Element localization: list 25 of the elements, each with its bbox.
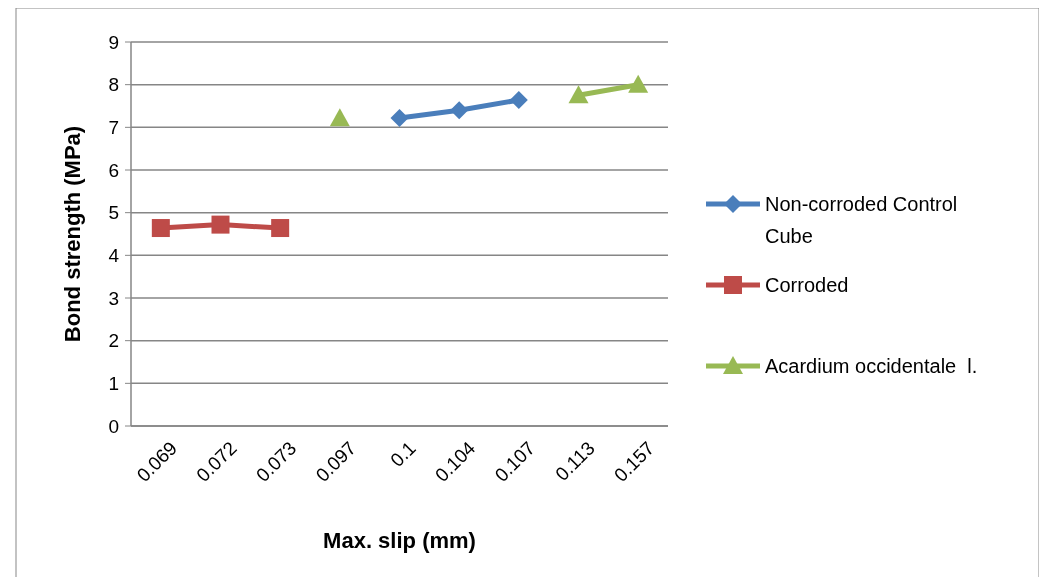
legend-label: Corroded (765, 274, 849, 296)
y-tick-label: 8 (108, 74, 119, 96)
point (568, 85, 589, 104)
y-tick-label: 3 (108, 287, 119, 309)
point (151, 219, 170, 238)
x-tick-label: 0.1 (386, 437, 420, 471)
y-tick-label: 6 (108, 159, 119, 181)
y-tick-label: 0 (108, 415, 119, 437)
y-tick-label: 5 (108, 202, 119, 224)
point (329, 108, 350, 127)
point (509, 91, 528, 110)
y-tick-label: 7 (108, 116, 119, 138)
y-tick-label: 9 (108, 31, 119, 53)
point (211, 215, 230, 234)
y-tick-label: 4 (108, 244, 120, 266)
point (271, 219, 290, 238)
x-axis-title: Max. slip (mm) (323, 528, 476, 553)
y-axis-title: Bond strength (MPa) (60, 125, 85, 343)
point (628, 74, 649, 93)
legend-label: Acardium occidentale l. (765, 355, 978, 377)
legend-label: Non-corroded Control Cube (765, 193, 958, 247)
y-tick-label: 2 (108, 330, 119, 352)
point (450, 101, 469, 120)
y-tick-label: 1 (108, 372, 119, 394)
point (390, 108, 409, 127)
